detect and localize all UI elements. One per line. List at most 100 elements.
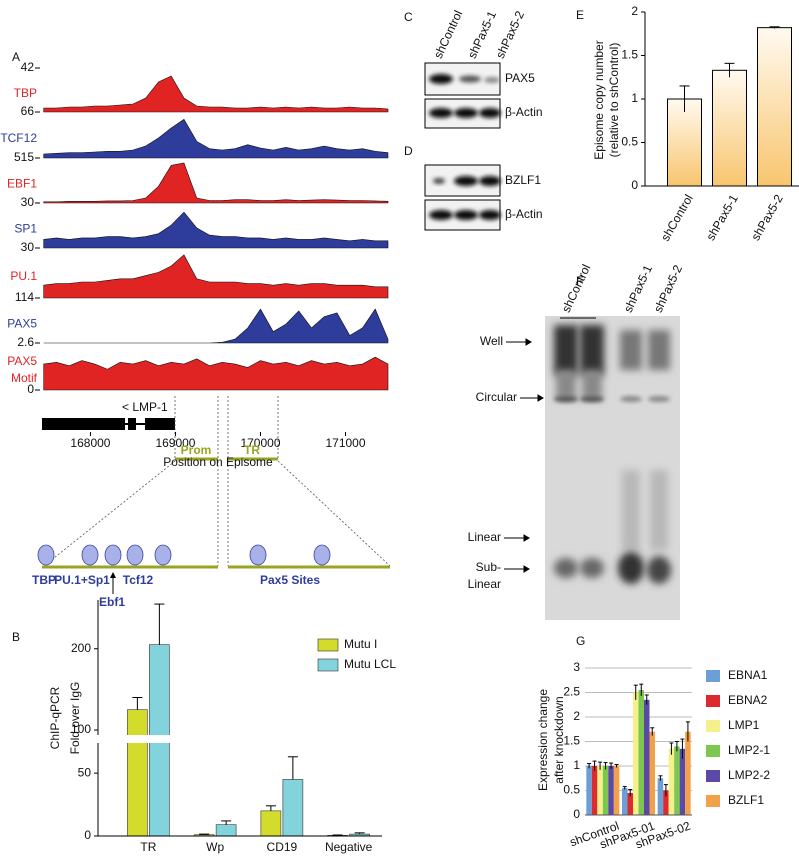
- blot-label: BZLF1: [505, 173, 541, 187]
- bar: [591, 766, 598, 815]
- axis-break-gap: [92, 735, 384, 743]
- gel-marker: Circular: [476, 390, 517, 404]
- bar: [586, 766, 592, 815]
- track-name: TBP: [14, 86, 37, 100]
- bar: [663, 790, 669, 815]
- y-tick-label: 3: [573, 660, 580, 674]
- y-tick-label: 1: [573, 758, 580, 772]
- bar: [613, 766, 620, 815]
- panel-label: G: [576, 634, 585, 648]
- y-tick-label: 1: [631, 91, 638, 105]
- legend-label: LMP2-2: [728, 768, 770, 782]
- y-axis-label: Fold over IgG: [68, 682, 82, 755]
- legend-label: LMP1: [728, 718, 760, 732]
- error-bar: [622, 786, 627, 790]
- error-bar: [658, 775, 663, 781]
- track-scale: 114: [15, 290, 34, 304]
- legend-label: EBNA2: [728, 693, 768, 707]
- y-tick-label: 0: [84, 828, 91, 842]
- y-axis-label: Episome copy number: [592, 40, 606, 159]
- bar: [638, 690, 644, 815]
- error-bar: [669, 742, 674, 755]
- panel-label: B: [12, 630, 20, 644]
- track-signal: [43, 308, 389, 344]
- legend-swatch: [317, 638, 339, 652]
- y-axis-label: (relative to shControl): [607, 43, 621, 158]
- error-bar: [663, 784, 668, 797]
- y-tick-label: 2.5: [563, 685, 580, 699]
- error-bar: [609, 762, 614, 769]
- y-tick-label: 2: [631, 4, 638, 18]
- x-tick-label: CD19: [267, 840, 298, 854]
- gene-model: [42, 418, 175, 430]
- track-name: PAX5: [7, 317, 37, 331]
- y-tick-label: 0.5: [563, 783, 580, 797]
- legend-swatch: [706, 720, 720, 732]
- legend-label: EBNA1: [728, 668, 768, 682]
- error-bar: [587, 763, 592, 769]
- error-bar: [199, 833, 210, 835]
- y-tick-label: 50: [78, 765, 92, 779]
- legend-label: Mutu LCL: [344, 657, 396, 671]
- bar: [627, 792, 633, 815]
- error-bar: [679, 85, 690, 113]
- error-bar: [603, 762, 608, 770]
- bar: [597, 766, 603, 815]
- error-bar: [265, 805, 276, 811]
- track-scale: 2.6: [17, 335, 34, 349]
- bar: [757, 27, 792, 187]
- error-bar: [724, 62, 735, 78]
- y-axis-label: Expression change: [536, 689, 550, 791]
- site-label: Ebf1: [99, 595, 125, 609]
- gel-marker: Linear: [468, 530, 501, 544]
- site-label: Tcf12: [123, 573, 154, 587]
- blot-label: PAX5: [505, 71, 535, 85]
- blot-bzlf1: [424, 164, 501, 197]
- bar: [622, 788, 628, 815]
- bar: [608, 766, 614, 815]
- blot-pax5: [424, 62, 501, 96]
- bar: [674, 746, 680, 815]
- gel-arrows: [504, 338, 544, 573]
- panel-label: E: [576, 8, 584, 22]
- bar: [215, 824, 237, 837]
- gel-marker: Sub-: [476, 560, 501, 574]
- lane-label: shControl: [431, 8, 465, 60]
- legend-swatch: [706, 770, 720, 782]
- legend-label: BZLF1: [728, 793, 764, 807]
- y-tick-label: 0: [631, 178, 638, 192]
- gel-image: [545, 316, 680, 620]
- gel-marker: Linear: [468, 577, 501, 591]
- y-tick-label: 2: [573, 709, 580, 723]
- error-bar: [633, 684, 638, 700]
- panel-label: C: [404, 10, 413, 24]
- bar: [685, 731, 691, 815]
- track-signal: [43, 75, 389, 113]
- x-tick-label: 171000: [325, 436, 365, 450]
- y-tick-label: 200: [71, 641, 91, 655]
- legend-swatch: [706, 795, 720, 807]
- y-tick-label: 1.5: [621, 48, 638, 62]
- binding-sites: [37, 544, 331, 566]
- blot-label: β-Actin: [505, 207, 543, 221]
- bar: [127, 709, 148, 837]
- x-tick-label: 170000: [240, 436, 280, 450]
- track-scale: 30: [21, 240, 35, 254]
- error-bar: [614, 764, 619, 768]
- bar: [644, 699, 650, 815]
- track-scale: 30: [21, 195, 35, 209]
- lane-label: shPax5-2: [651, 262, 685, 314]
- error-bar: [674, 741, 679, 752]
- error-bar: [592, 760, 597, 771]
- x-tick-label: TR: [140, 840, 156, 854]
- lane-label: shControl: [559, 262, 593, 314]
- region-label: Prom: [181, 443, 212, 457]
- track-signal: [43, 211, 389, 249]
- error-bar: [639, 683, 644, 696]
- bar: [679, 748, 686, 815]
- y-tick-label: 100: [71, 722, 91, 736]
- track-scale: 66: [21, 104, 35, 118]
- legend-swatch: [706, 745, 720, 757]
- blot-label: β-Actin: [505, 105, 543, 119]
